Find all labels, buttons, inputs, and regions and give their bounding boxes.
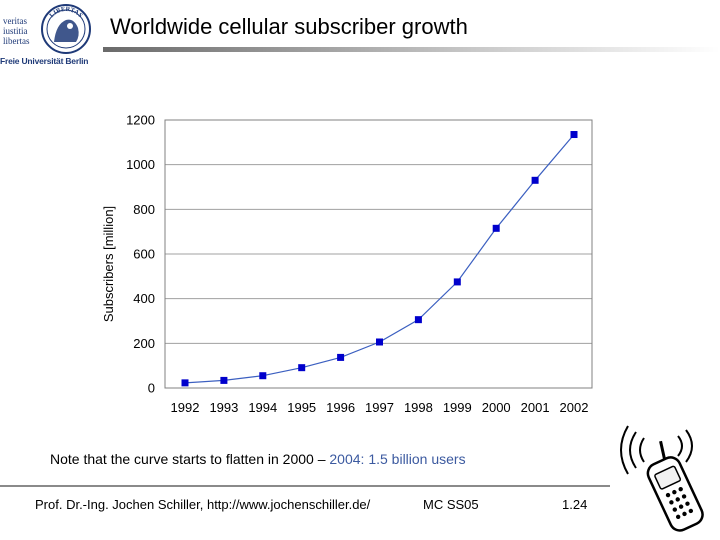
data-point <box>220 376 228 384</box>
y-tick-label: 200 <box>133 336 155 351</box>
logo-motto-iustitia: iustitia <box>3 26 28 36</box>
plot-area-frame <box>164 119 593 389</box>
data-point <box>181 379 189 387</box>
series-points <box>181 131 578 387</box>
data-point <box>531 176 539 184</box>
y-tick-label: 600 <box>133 247 155 262</box>
y-tick-label: 1000 <box>126 157 155 172</box>
page-title: Worldwide cellular subscriber growth <box>110 14 468 39</box>
x-tick-label: 2000 <box>482 400 511 415</box>
signal-waves-icon <box>620 425 693 475</box>
y-tick-label: 400 <box>133 291 155 306</box>
logo-motto: veritas iustitia libertas <box>3 16 30 46</box>
x-tick-label: 1999 <box>443 400 472 415</box>
x-tick-label: 1993 <box>209 400 238 415</box>
x-tick-label: 1995 <box>287 400 316 415</box>
footer-course: MC SS05 <box>423 497 479 512</box>
note-text: Note that the curve starts to flatten in… <box>50 451 466 467</box>
footer-divider <box>0 485 610 487</box>
footer-author: Prof. Dr.-Ing. Jochen Schiller, http://w… <box>35 497 371 512</box>
x-tick-label: 1998 <box>404 400 433 415</box>
y-tick-label: 0 <box>148 381 155 396</box>
x-tick-label: 1994 <box>248 400 277 415</box>
mobile-phone-icon <box>620 425 704 532</box>
chart-gridlines <box>165 119 592 344</box>
logo-motto-veritas: veritas <box>3 16 27 26</box>
university-logo: veritas iustitia libertas LIBERTAS Freie… <box>0 0 94 68</box>
note-text-main: Note that the curve starts to flatten in… <box>50 451 330 467</box>
data-point <box>570 131 578 139</box>
y-axis-label: Subscribers [million] <box>101 206 116 322</box>
footer-page-number: 1.24 <box>562 497 588 512</box>
x-tick-label: 2001 <box>521 400 550 415</box>
y-tick-label: 1200 <box>126 113 155 128</box>
data-point <box>376 338 383 346</box>
data-point <box>259 372 267 380</box>
data-point <box>337 353 345 361</box>
data-point <box>492 224 500 232</box>
y-axis-ticks: 0 200 400 600 800 1000 1200 <box>126 113 155 396</box>
x-tick-label: 1992 <box>171 400 200 415</box>
university-name: Freie Universität Berlin <box>0 56 89 66</box>
data-point <box>453 278 461 286</box>
data-point <box>414 316 422 324</box>
data-point <box>298 364 306 372</box>
x-axis-ticks: 1992 1993 1994 1995 1996 1997 1998 1999 2000 2001… <box>171 400 589 415</box>
y-tick-label: 800 <box>133 202 155 217</box>
x-tick-label: 1996 <box>326 400 355 415</box>
series-line <box>184 134 575 384</box>
university-seal-icon: LIBERTAS <box>41 4 91 54</box>
x-tick-label: 2002 <box>560 400 589 415</box>
logo-motto-libertas: libertas <box>3 36 30 46</box>
x-tick-label: 1997 <box>365 400 394 415</box>
note-text-highlight: 2004: 1.5 billion users <box>329 451 466 467</box>
title-rule <box>103 47 720 52</box>
